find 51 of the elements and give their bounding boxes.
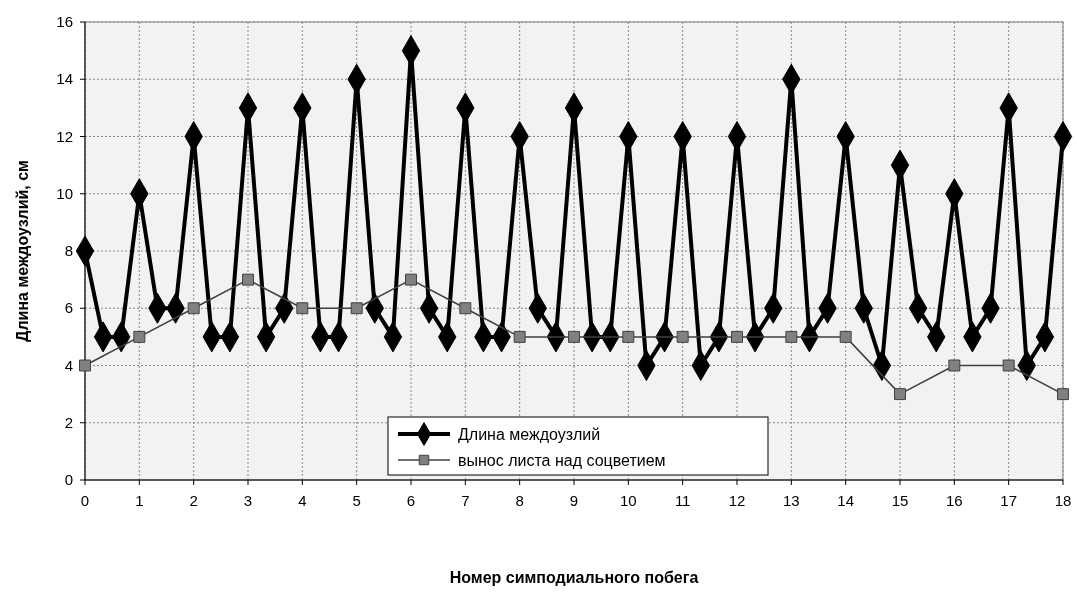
legend-label: вынос листа над соцветием	[458, 452, 666, 469]
y-tick-label: 2	[64, 413, 73, 431]
point	[785, 330, 798, 343]
x-tick-label: 12	[728, 492, 746, 509]
x-tick-label: 11	[674, 492, 691, 509]
x-tick-label: 6	[406, 492, 416, 509]
point	[894, 388, 906, 401]
x-tick-label: 8	[515, 492, 524, 509]
point	[405, 273, 417, 286]
x-tick-label: 4	[298, 492, 307, 509]
x-tick-label: 13	[782, 492, 800, 509]
x-tick-label: 10	[619, 492, 637, 509]
x-tick-label: 9	[569, 492, 579, 509]
point	[79, 359, 91, 372]
point	[948, 359, 961, 372]
point	[242, 273, 254, 286]
point	[459, 302, 472, 315]
x-tick-label: 3	[243, 492, 253, 509]
x-tick-label: 1	[135, 492, 144, 509]
x-tick-label: 0	[80, 492, 90, 509]
y-tick-label: 6	[64, 299, 73, 317]
y-tick-label: 4	[64, 356, 73, 374]
x-tick-label: 14	[837, 492, 855, 509]
point	[568, 330, 580, 343]
legend-label: Длина междоузлий	[458, 426, 601, 443]
point	[1057, 388, 1069, 401]
y-tick-label: 10	[56, 184, 73, 202]
point	[1002, 359, 1015, 372]
point	[187, 302, 200, 315]
x-axis-title: Номер симподиального побега	[449, 569, 699, 586]
point	[513, 330, 526, 343]
x-tick-label: 2	[189, 492, 198, 509]
point	[296, 302, 309, 315]
point	[350, 302, 363, 315]
y-tick-label: 0	[64, 471, 73, 488]
point	[676, 330, 689, 343]
point	[133, 330, 146, 343]
point	[839, 330, 852, 343]
x-tick-label: 5	[352, 492, 361, 509]
x-tick-label: 17	[1000, 492, 1018, 509]
x-tick-label: 16	[945, 492, 963, 509]
point	[731, 330, 743, 343]
y-tick-label: 16	[56, 13, 73, 30]
y-tick-label: 12	[56, 127, 73, 145]
x-tick-label: 7	[461, 492, 470, 509]
y-tick-label: 14	[56, 70, 73, 88]
y-axis-title: Длина междоузлий, см	[14, 160, 31, 342]
y-tick-label: 8	[64, 242, 73, 259]
x-tick-label: 18	[1054, 492, 1072, 509]
x-tick-label: 15	[891, 492, 909, 509]
point	[622, 330, 635, 343]
